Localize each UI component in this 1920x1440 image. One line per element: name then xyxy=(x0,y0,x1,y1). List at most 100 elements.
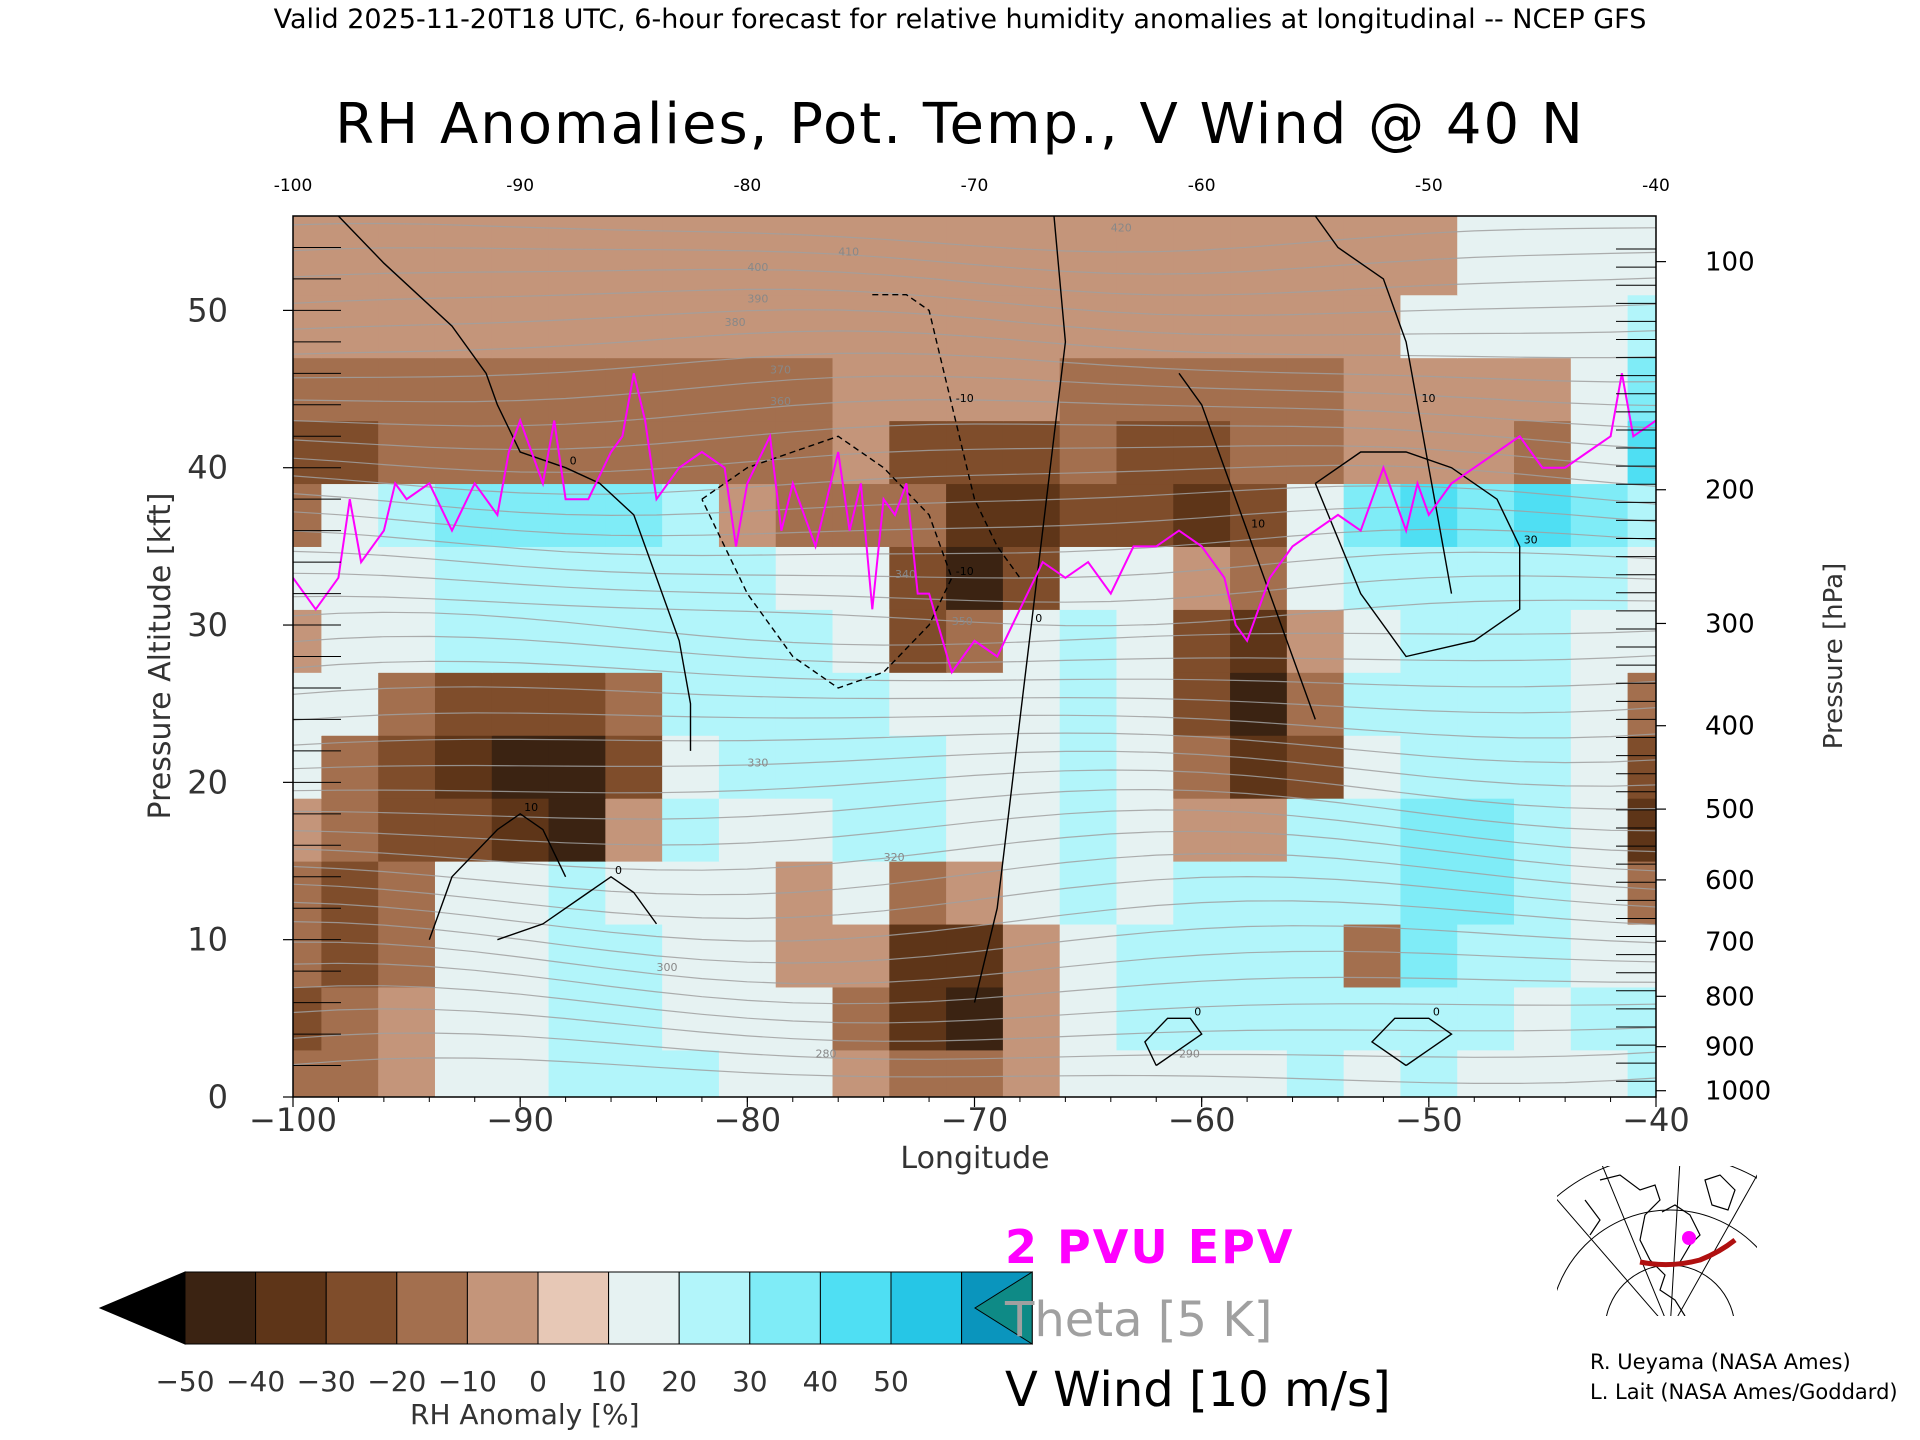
rh-cell xyxy=(1230,546,1288,610)
rh-cell xyxy=(1230,735,1288,799)
rh-cell xyxy=(1059,735,1118,799)
theta-contour xyxy=(293,309,1656,336)
rh-cell xyxy=(1173,923,1231,988)
vwind-contour-label: 10 xyxy=(1251,518,1265,531)
rh-cell xyxy=(1116,923,1174,988)
credit-line-2: L. Lait (NASA Ames/Goddard) xyxy=(1590,1380,1898,1404)
rh-cell xyxy=(321,357,379,422)
rh-cell xyxy=(1343,798,1402,862)
rh-cell xyxy=(1002,798,1061,862)
rh-cell xyxy=(378,609,436,673)
rh-cell xyxy=(1173,1049,1231,1097)
rh-cell xyxy=(605,420,663,485)
rh-cell xyxy=(718,294,777,359)
colorbar: −50 −40 −30 −20 −10 0 10 20 30 40 50 xyxy=(98,1271,1033,1398)
rh-cell xyxy=(293,1049,322,1097)
rh-cell xyxy=(548,1049,606,1097)
rh-cell xyxy=(1570,923,1629,988)
rh-cell xyxy=(378,216,436,296)
rh-cell xyxy=(1343,216,1402,296)
rh-cell xyxy=(946,357,1004,422)
rh-cell xyxy=(378,923,436,988)
rh-cell xyxy=(718,357,777,422)
colorbar-tick-label: 20 xyxy=(661,1365,697,1398)
theta-contour xyxy=(293,921,1656,964)
y-left-axis-label: Pressure Altitude [kft] xyxy=(143,493,178,820)
rh-cell xyxy=(1286,483,1345,547)
theta-contour-label: 350 xyxy=(952,615,973,628)
x-tick-label: −60 xyxy=(1168,1101,1236,1139)
rh-cell xyxy=(1400,923,1458,988)
rh-cell xyxy=(293,294,322,359)
rh-cell xyxy=(1627,609,1656,673)
rh-cell xyxy=(1514,735,1572,799)
rh-cell xyxy=(321,672,379,736)
rh-cell xyxy=(1230,1049,1288,1097)
rh-cell xyxy=(605,546,663,610)
rh-cell xyxy=(1570,216,1629,296)
rh-cell xyxy=(946,483,1004,547)
x-top-tick-label: -40 xyxy=(1642,176,1670,196)
rh-cell xyxy=(889,861,947,925)
colorbar-arrow-high xyxy=(974,1271,1033,1345)
rh-cell xyxy=(1173,294,1231,359)
x-tick-label: −100 xyxy=(249,1101,337,1139)
rh-cell xyxy=(1286,861,1345,925)
rh-cell xyxy=(1457,986,1515,1051)
rh-cell xyxy=(293,483,322,547)
rh-cell xyxy=(321,546,379,610)
rh-cell xyxy=(1514,420,1572,485)
rh-cell xyxy=(1627,861,1656,925)
theta-contour-label: 410 xyxy=(838,245,859,258)
vwind-contour-label: 0 xyxy=(570,455,577,468)
rh-cell xyxy=(1570,986,1629,1051)
rh-cell xyxy=(1116,861,1174,925)
rh-cell xyxy=(1514,294,1572,359)
rh-cell xyxy=(491,986,550,1051)
colorbar-tick-label: 0 xyxy=(529,1365,547,1398)
rh-cell xyxy=(293,923,322,988)
rh-cell xyxy=(1400,357,1458,422)
theta-contour-label: 390 xyxy=(747,293,768,306)
theta-contour xyxy=(293,572,1656,603)
rh-cell xyxy=(605,672,663,736)
legend-vwind: V Wind [10 m/s] xyxy=(1005,1362,1391,1418)
rh-cell xyxy=(491,923,550,988)
rh-cell xyxy=(548,546,606,610)
rh-cell xyxy=(548,735,606,799)
map-meridian xyxy=(1557,1198,1659,1316)
theta-contour xyxy=(293,1057,1656,1084)
rh-cell xyxy=(1059,483,1118,547)
rh-cell xyxy=(775,798,834,862)
rh-cell xyxy=(548,672,606,736)
rh-cell xyxy=(378,1049,436,1097)
rh-cell xyxy=(946,294,1004,359)
x-tick-label: −40 xyxy=(1622,1101,1690,1139)
theta-contour xyxy=(293,852,1656,896)
rh-cell xyxy=(491,546,550,610)
rh-cell xyxy=(946,216,1004,296)
rh-cell xyxy=(1343,986,1402,1051)
rh-cell xyxy=(548,986,606,1051)
theta-contour xyxy=(293,352,1656,383)
rh-cell xyxy=(1400,609,1458,673)
rh-cell xyxy=(662,986,720,1051)
y-right-tick-label: 500 xyxy=(1705,795,1755,825)
y-left-tick-label: 30 xyxy=(187,606,228,644)
rh-cell xyxy=(1116,294,1174,359)
y-left-tick-label: 50 xyxy=(187,291,228,329)
chart-title: RH Anomalies, Pot. Temp., V Wind @ 40 N xyxy=(335,92,1585,157)
vwind-contour-label: 30 xyxy=(1524,533,1538,546)
theta-contour xyxy=(293,330,1656,359)
colorbar-tick-label: −10 xyxy=(438,1365,497,1398)
colorbar-segment xyxy=(255,1271,327,1345)
vwind-contours: 0 0 10 10 30 -10 -10 10 0 0 0 xyxy=(337,216,1538,1067)
colorbar-segment xyxy=(184,1271,257,1345)
theta-contour xyxy=(293,686,1656,714)
rh-cell xyxy=(662,420,720,485)
theta-contour-label: 320 xyxy=(884,851,905,864)
rh-cell xyxy=(1286,357,1345,422)
rh-cell xyxy=(775,609,834,673)
rh-cell xyxy=(548,798,606,862)
rh-cell xyxy=(832,672,890,736)
